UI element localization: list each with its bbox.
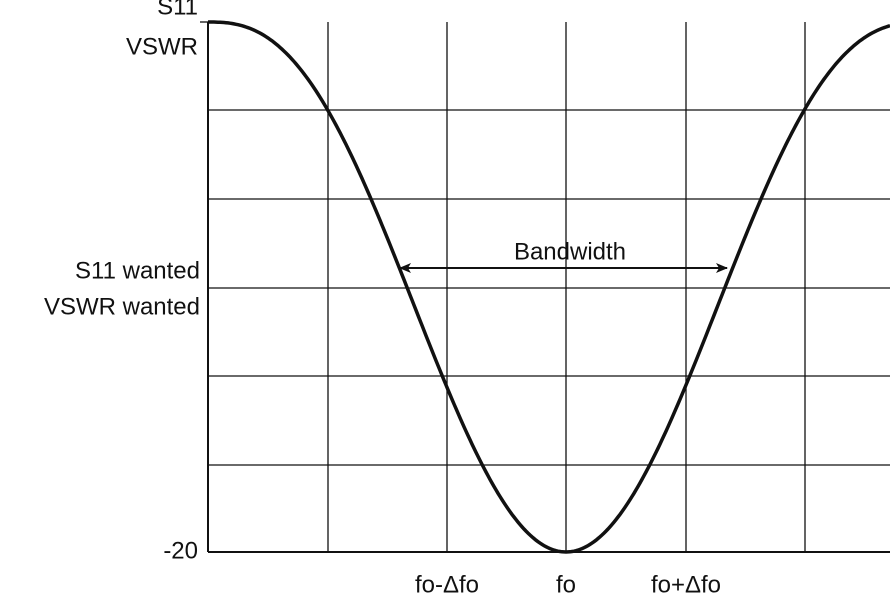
annotation: Bandwidth <box>514 238 626 265</box>
x-label: fo-Δfo <box>415 571 479 598</box>
response-curve <box>208 20 890 554</box>
y-label: -20 <box>163 537 198 564</box>
grid <box>200 21 890 553</box>
x-label: fo <box>556 571 576 598</box>
y-label: VSWR <box>126 33 198 60</box>
x-label: fo+Δfo <box>651 571 721 598</box>
y-label: S11 wanted <box>75 257 200 284</box>
y-label: S11 <box>157 0 198 20</box>
y-label: VSWR wanted <box>44 293 200 320</box>
